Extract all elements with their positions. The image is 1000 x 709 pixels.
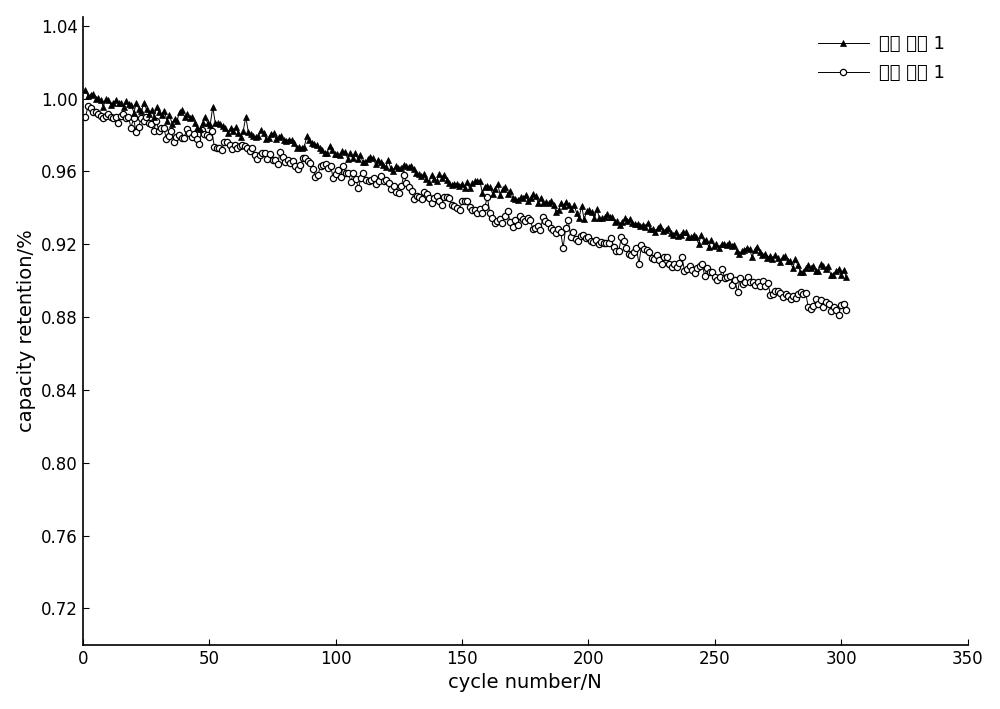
Legend: 实施 例子 1, 对比 例子 1: 实施 例子 1, 对比 例子 1 — [818, 35, 945, 82]
对比 例子 1 — [833, 311, 845, 319]
实施 例子 1 — [532, 199, 544, 208]
实施 例子 1 — [840, 272, 852, 281]
对比 例子 1 — [800, 289, 812, 298]
Y-axis label: capacity retention/%: capacity retention/% — [17, 230, 36, 432]
对比 例子 1 — [82, 102, 94, 111]
对比 例子 1 — [780, 289, 792, 298]
对比 例子 1 — [327, 174, 339, 183]
X-axis label: cycle number/N: cycle number/N — [448, 674, 602, 692]
实施 例子 1 — [769, 250, 781, 259]
对比 例子 1 — [840, 306, 852, 314]
实施 例子 1 — [721, 240, 733, 249]
对比 例子 1 — [79, 113, 91, 121]
实施 例子 1 — [79, 85, 91, 94]
对比 例子 1 — [610, 247, 622, 255]
实施 例子 1 — [530, 192, 542, 201]
实施 例子 1 — [82, 92, 94, 101]
实施 例子 1 — [545, 197, 557, 206]
Line: 实施 例子 1: 实施 例子 1 — [82, 86, 849, 280]
对比 例子 1 — [805, 305, 817, 313]
对比 例子 1 — [699, 272, 711, 281]
Line: 对比 例子 1: 对比 例子 1 — [82, 103, 849, 318]
